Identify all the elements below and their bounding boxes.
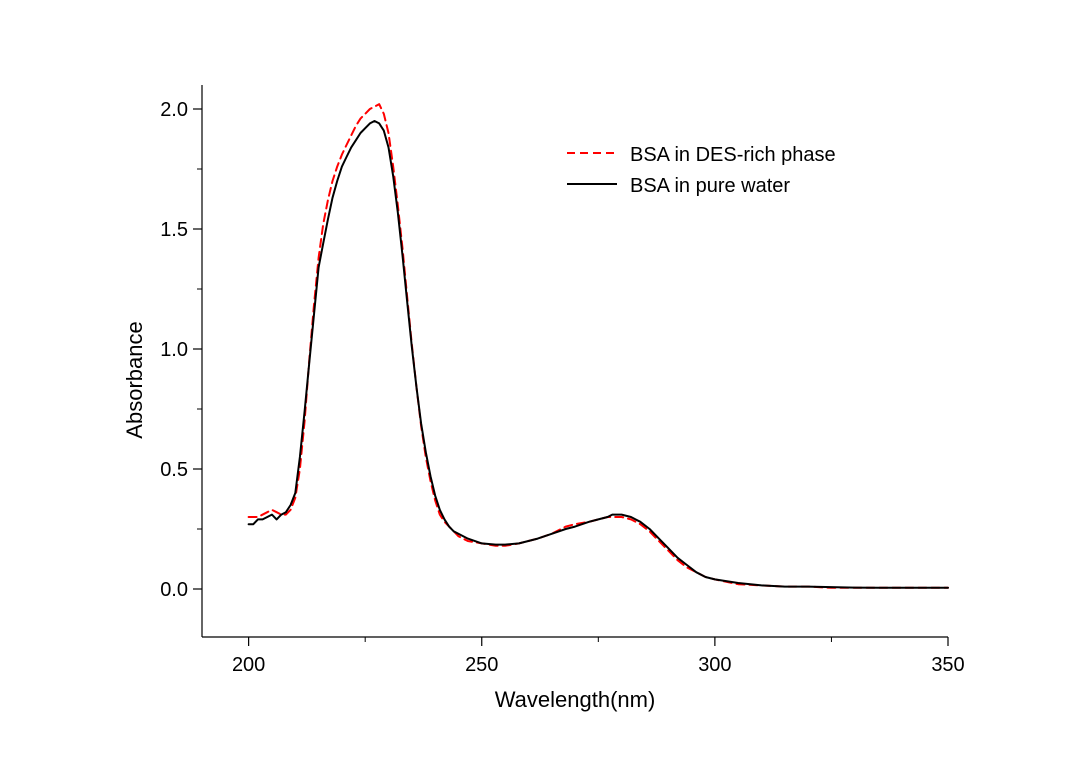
y-tick-label: 2.0 [160,99,188,121]
legend-label-pure-water: BSA in pure water [630,175,790,197]
legend: BSA in DES-rich phase BSA in pure water [567,144,836,197]
series-lines [247,103,949,589]
x-tick-label: 350 [931,654,964,676]
x-axis-title: Wavelength(nm) [495,687,656,712]
series-line-pure-water [247,120,949,589]
y-tick-label: 0.0 [160,579,188,601]
x-tick-label: 200 [232,654,265,676]
y-tick-label: 0.5 [160,459,188,481]
y-tick-label: 1.5 [160,219,188,241]
series-line-des-rich [247,103,949,589]
legend-label-des-rich: BSA in DES-rich phase [630,144,836,166]
x-tick-label: 250 [465,654,498,676]
axis-ticks: 200 250 300 350 0.0 0.5 1.0 1.5 2.0 [160,99,965,676]
x-tick-label: 300 [698,654,731,676]
y-axis-title: Absorbance [122,321,147,438]
y-tick-label: 1.0 [160,339,188,361]
axes-frame [201,85,948,638]
